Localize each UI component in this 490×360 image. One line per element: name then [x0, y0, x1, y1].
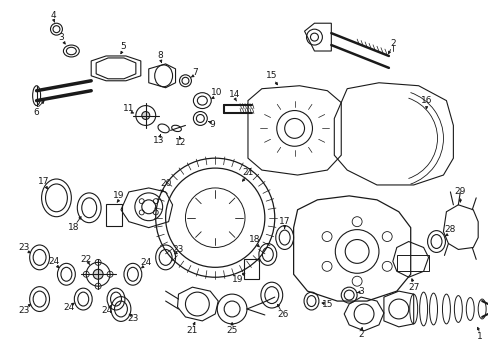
Text: 24: 24 — [101, 306, 113, 315]
Text: 8: 8 — [158, 51, 164, 60]
Text: 16: 16 — [421, 96, 432, 105]
Text: 9: 9 — [209, 120, 215, 129]
Text: 6: 6 — [34, 108, 40, 117]
Text: 23: 23 — [18, 243, 29, 252]
Circle shape — [50, 23, 62, 35]
Text: 26: 26 — [277, 310, 289, 319]
Circle shape — [142, 112, 150, 120]
Text: 15: 15 — [321, 300, 333, 309]
Circle shape — [93, 269, 103, 279]
Text: 17: 17 — [38, 177, 49, 186]
Text: 12: 12 — [175, 138, 186, 147]
Text: 21: 21 — [242, 167, 254, 176]
Text: 18: 18 — [249, 235, 261, 244]
Text: 19: 19 — [113, 192, 125, 201]
Text: 1: 1 — [477, 332, 483, 341]
Text: 17: 17 — [279, 217, 291, 226]
Text: 20: 20 — [160, 180, 172, 189]
Text: 7: 7 — [193, 68, 198, 77]
Text: 23: 23 — [127, 314, 139, 323]
Text: 25: 25 — [226, 326, 238, 335]
Text: 2: 2 — [390, 39, 395, 48]
Text: 3: 3 — [358, 287, 364, 296]
Text: 23: 23 — [18, 306, 29, 315]
Text: 4: 4 — [50, 11, 56, 20]
Text: 11: 11 — [123, 104, 135, 113]
Text: 21: 21 — [187, 326, 198, 335]
Text: 13: 13 — [153, 136, 165, 145]
Text: 10: 10 — [211, 88, 222, 97]
Text: 24: 24 — [140, 258, 151, 267]
Text: 3: 3 — [58, 33, 64, 42]
Text: 14: 14 — [229, 90, 241, 99]
Text: 23: 23 — [173, 245, 184, 254]
Text: 24: 24 — [64, 302, 75, 311]
Text: 5: 5 — [120, 41, 126, 50]
Text: 2: 2 — [358, 330, 364, 339]
Text: 19: 19 — [232, 275, 244, 284]
Bar — [244, 260, 259, 279]
Text: 27: 27 — [408, 283, 419, 292]
Text: 24: 24 — [48, 257, 59, 266]
Bar — [397, 255, 429, 271]
Text: 15: 15 — [266, 71, 277, 80]
Bar — [106, 204, 122, 226]
Text: 28: 28 — [445, 225, 456, 234]
Text: 22: 22 — [81, 255, 92, 264]
Text: 29: 29 — [455, 188, 466, 197]
Text: 18: 18 — [68, 223, 79, 232]
